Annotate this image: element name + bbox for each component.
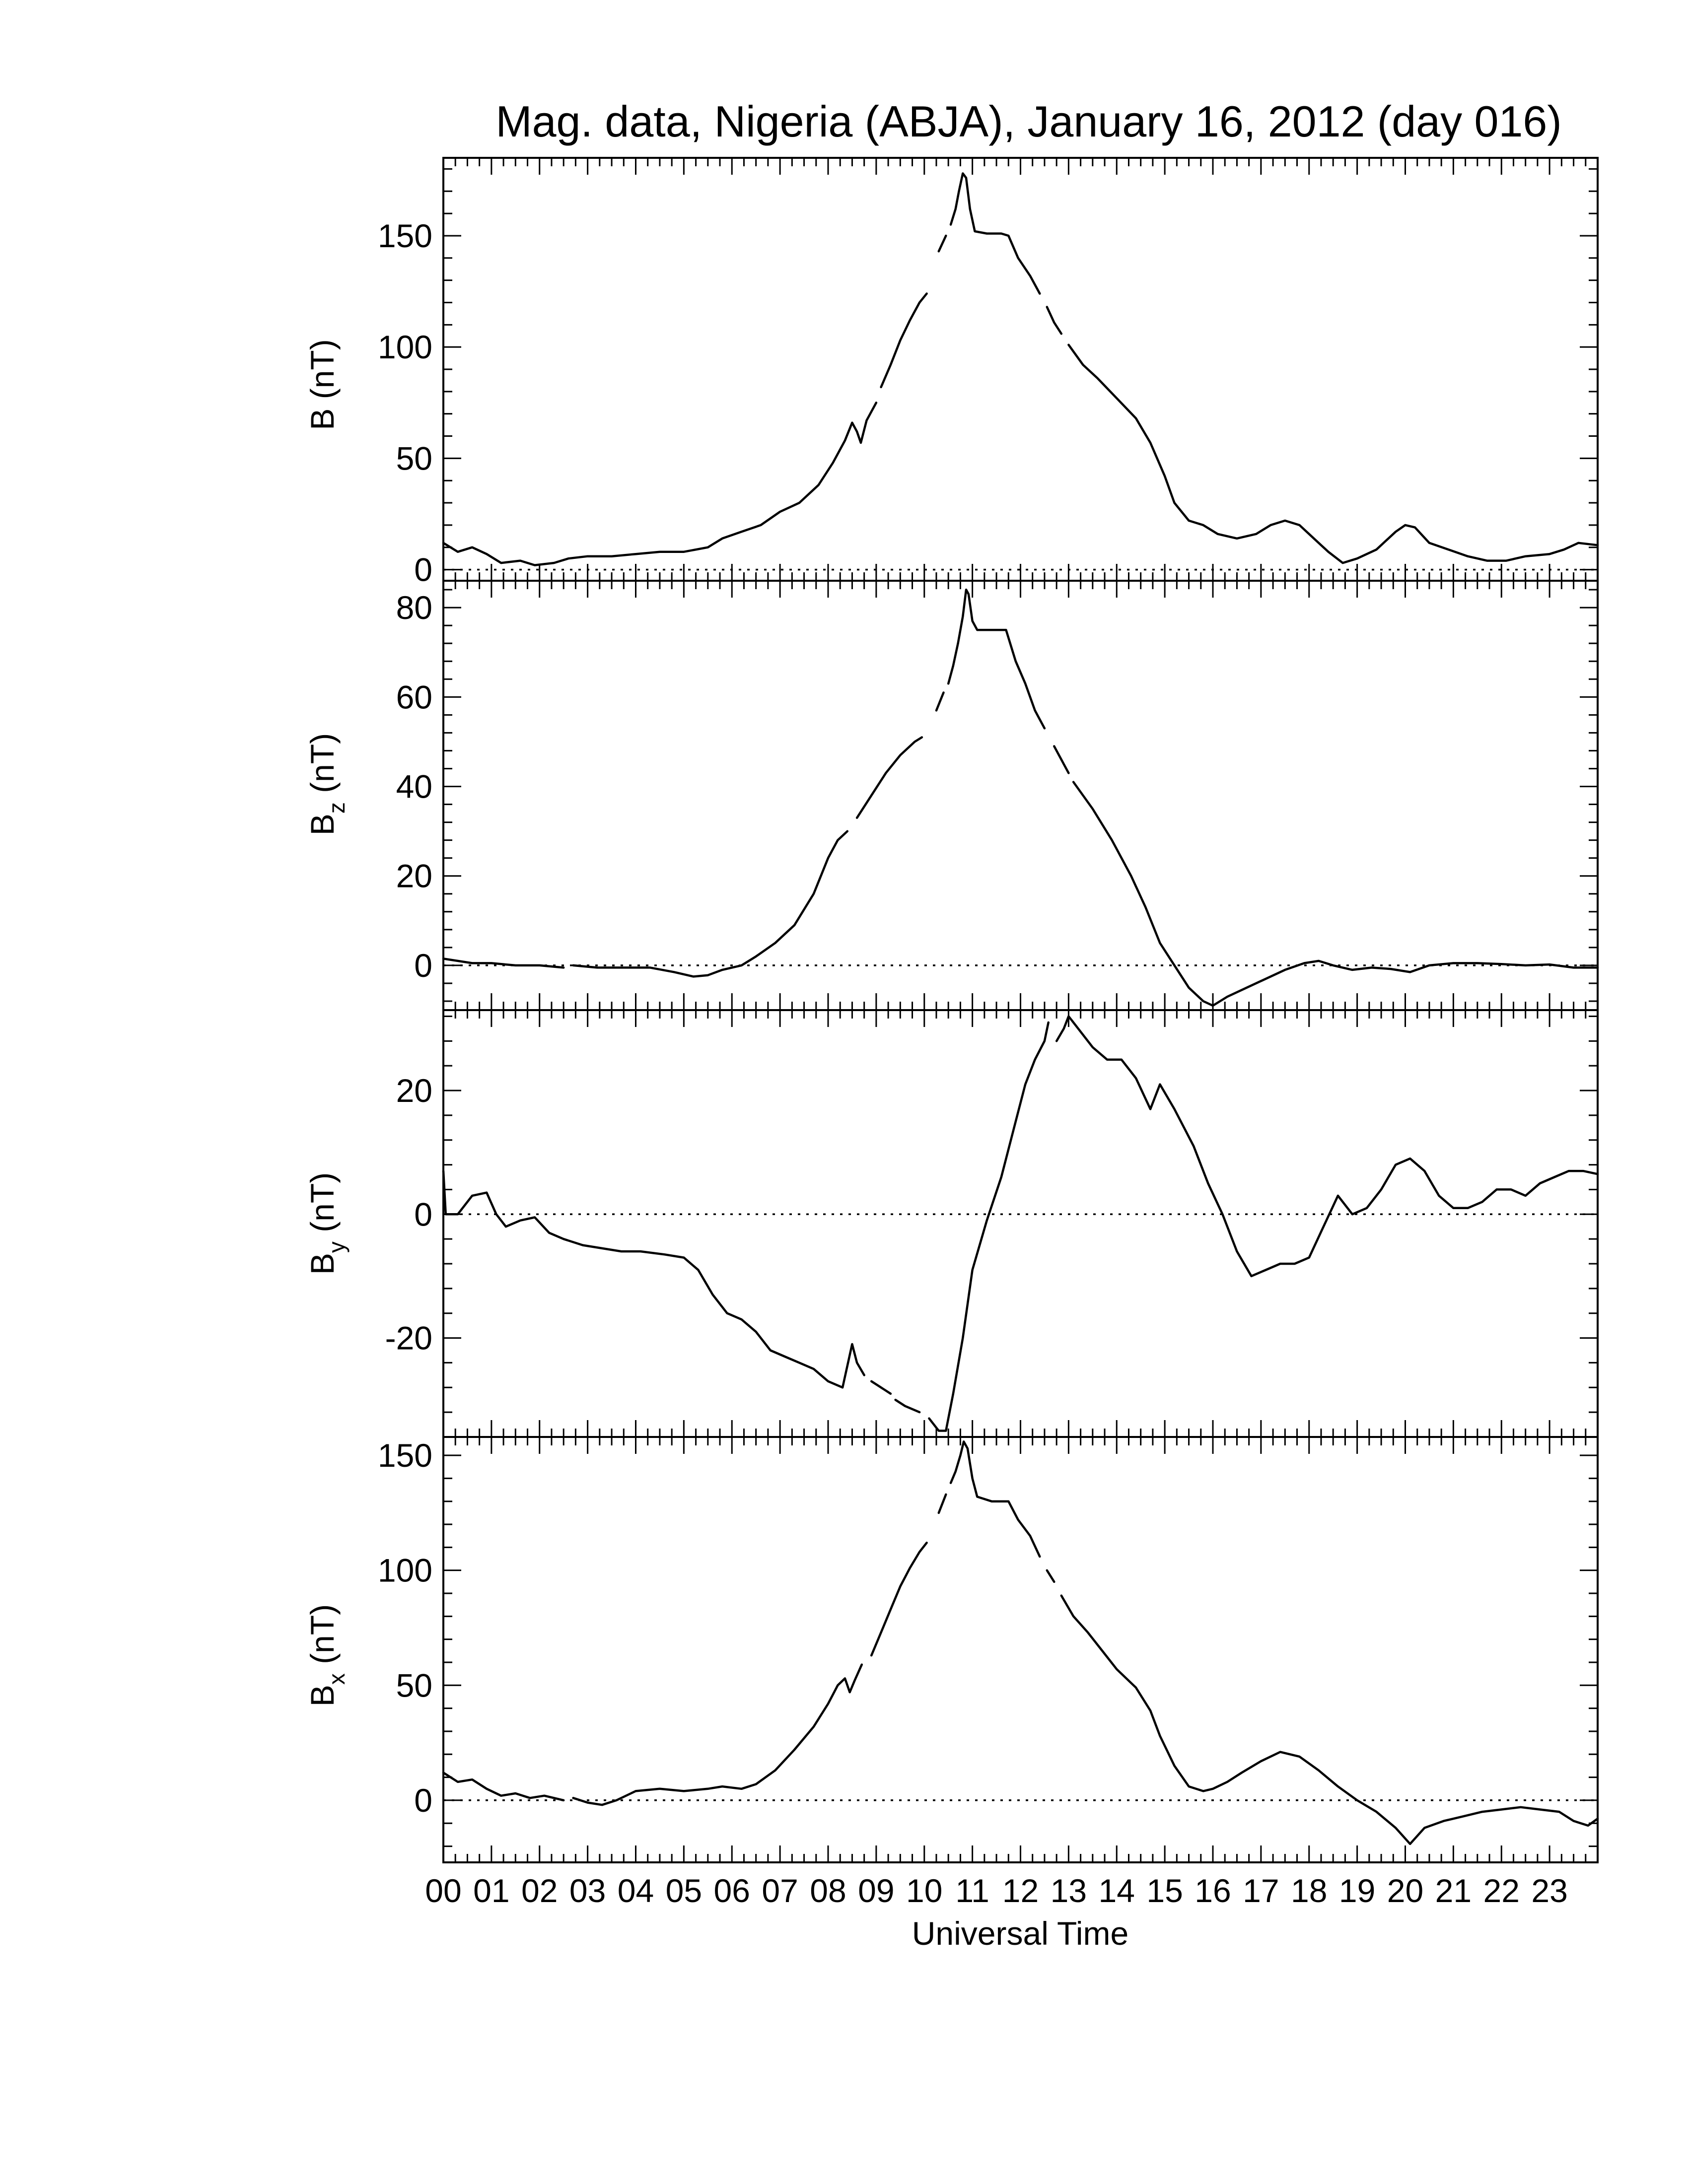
series-line-segment [442,1772,565,1802]
y-tick-label: 0 [414,1196,432,1232]
y-tick-label: 40 [396,768,432,805]
y-tick-label: 20 [396,1072,432,1109]
y-ticks: 0 50 100 150 [378,168,1598,588]
series-line-segment [572,1663,863,1806]
x-tick-labels: 00 01 02 03 04 05 06 07 08 09 10 11 12 13 14 15 16 17 18 19… [425,1872,1568,1909]
y-ticks: 0 20 40 60 80 [396,589,1598,1002]
series-line-segment [1072,781,1599,1007]
series-line-segment [1055,1015,1599,1278]
x-tick-label: 15 [1146,1872,1183,1909]
panel-bz: 0 20 40 60 80 Bz (nT) [304,580,1599,1011]
x-tick-label: 16 [1195,1872,1231,1909]
y-tick-label: 60 [396,679,432,715]
series-line-segment [1067,343,1599,564]
x-tick-label: 04 [618,1872,654,1909]
x-tick-label: 02 [521,1872,558,1909]
series-line-segment [949,172,1041,295]
y-tick-label: 100 [378,1552,432,1589]
series-line-segment [442,402,878,566]
x-tick-label: 03 [569,1872,606,1909]
y-tick-label: 0 [414,947,432,984]
x-ticks [442,1010,1599,1437]
series-line-segment [870,1380,892,1395]
x-tick-label: 08 [810,1872,846,1909]
series-line-segment [935,691,945,712]
y-tick-label: 80 [396,589,432,626]
series-b [442,172,1599,566]
x-tick-label: 01 [473,1872,509,1909]
y-tick-label: 0 [414,551,432,588]
x-axis-label: Universal Time [912,1915,1128,1952]
panel-by: -20 0 20 By (nT) [304,1009,1599,1438]
series-bx [442,1440,1599,1845]
panels: 0 50 100 150 B (nT) 0 20 40 60 80 Bz (nT) -20 0 20 By … [304,157,1599,1863]
x-tick-label: 23 [1531,1872,1567,1909]
series-line-segment [442,957,565,969]
x-tick-label: 14 [1099,1872,1135,1909]
x-tick-label: 21 [1435,1872,1472,1909]
series-line-segment [937,234,947,253]
series-line-segment [937,1493,947,1514]
series-line-segment [1053,745,1070,774]
series-line-segment [572,830,849,978]
x-tick-label: 17 [1243,1872,1279,1909]
series-bz [442,588,1599,1007]
series-line-segment [949,1440,1041,1558]
y-axis-label: B (nT) [304,339,341,430]
x-tick-label: 06 [714,1872,750,1909]
x-tick-label: 12 [1002,1872,1039,1909]
x-ticks [442,581,1599,1010]
y-axis-label: By (nT) [304,1172,350,1275]
y-tick-label: -20 [385,1320,432,1357]
x-tick-label: 13 [1051,1872,1087,1909]
x-tick-label: 00 [425,1872,461,1909]
y-ticks: -20 0 20 [385,1015,1598,1438]
y-tick-label: 50 [396,440,432,477]
series-line-segment [442,1169,865,1389]
y-tick-label: 20 [396,858,432,894]
series-line-segment [870,1541,928,1657]
panel-frame [442,1436,1599,1863]
x-tick-label: 11 [955,1872,989,1909]
series-line-segment [1046,1569,1055,1583]
y-tick-label: 150 [378,217,432,254]
y-tick-label: 50 [396,1667,432,1704]
series-line-segment [947,588,1046,730]
y-ticks: 0 50 100 150 [378,1437,1598,1847]
x-ticks [442,158,1599,581]
y-axis-label: Bx (nT) [304,1604,350,1706]
y-tick-label: 0 [414,1782,432,1819]
x-tick-label: 18 [1291,1872,1327,1909]
x-tick-label: 09 [858,1872,894,1909]
panel-bx: 0 50 100 150 Bx (nT) [304,1436,1599,1863]
panel-frame [442,157,1599,582]
panel-frame [442,580,1599,1011]
x-tick-label: 20 [1387,1872,1423,1909]
panel-frame [442,1009,1599,1438]
series-line-segment [1046,306,1063,335]
y-tick-label: 100 [378,329,432,365]
series-line-segment [894,1398,921,1414]
series-line-segment [928,1021,1050,1432]
x-tick-label: 10 [906,1872,942,1909]
panel-b: 0 50 100 150 B (nT) [304,157,1599,588]
y-axis-label: Bz (nT) [304,733,350,835]
x-ticks [442,1437,1599,1862]
y-tick-label: 150 [378,1437,432,1474]
x-tick-label: 05 [666,1872,702,1909]
chart-title: Mag. data, Nigeria (ABJA), January 16, 2… [495,97,1561,146]
series-line-segment [1060,1594,1599,1845]
x-tick-label: 22 [1483,1872,1520,1909]
series-line-segment [855,736,923,819]
series-line-segment [880,292,928,389]
series-by [442,1015,1599,1432]
x-tick-label: 19 [1339,1872,1375,1909]
x-tick-label: 07 [762,1872,798,1909]
